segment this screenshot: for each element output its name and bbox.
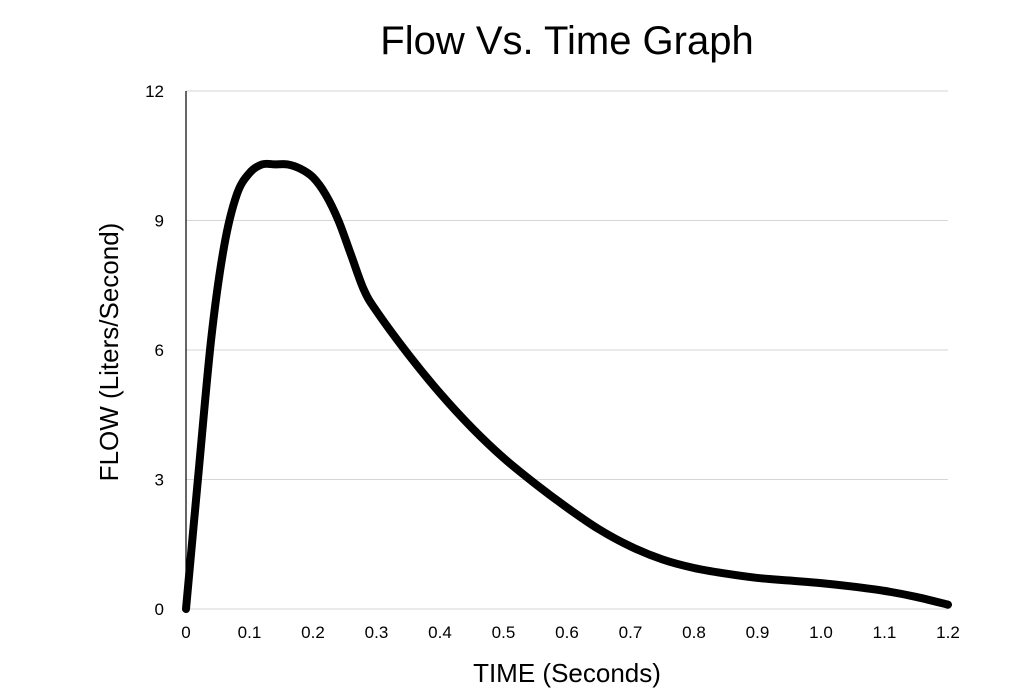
y-axis-label: FLOW (Liters/Second) [94,223,124,482]
y-tick-label: 0 [155,600,164,619]
x-tick-label: 0 [181,623,190,642]
x-tick-label: 1.2 [936,623,960,642]
x-tick-label: 0.2 [301,623,325,642]
y-tick-label: 9 [155,212,164,231]
y-tick-label: 3 [155,471,164,490]
x-tick-label: 1.1 [873,623,897,642]
y-tick-label: 12 [145,82,164,101]
x-tick-label: 0.1 [238,623,262,642]
x-tick-label: 0.4 [428,623,452,642]
x-axis-label: TIME (Seconds) [473,658,661,688]
x-tick-label: 0.8 [682,623,706,642]
x-tick-label: 0.6 [555,623,579,642]
x-tick-label: 0.7 [619,623,643,642]
gridlines [186,90,948,610]
flow-curve [182,159,952,613]
y-tick-label: 6 [155,341,164,360]
x-tick-label: 0.5 [492,623,516,642]
x-tick-label: 1.0 [809,623,833,642]
y-axis-ticks: 0 3 6 9 12 [145,82,164,619]
x-tick-label: 0.9 [746,623,770,642]
chart-title: Flow Vs. Time Graph [380,19,753,63]
x-tick-label: 0.3 [365,623,389,642]
x-axis-ticks: 0 0.1 0.2 0.3 0.4 0.5 0.6 0.7 0.8 0.9 1.0 1.1 1.2 [181,623,960,642]
